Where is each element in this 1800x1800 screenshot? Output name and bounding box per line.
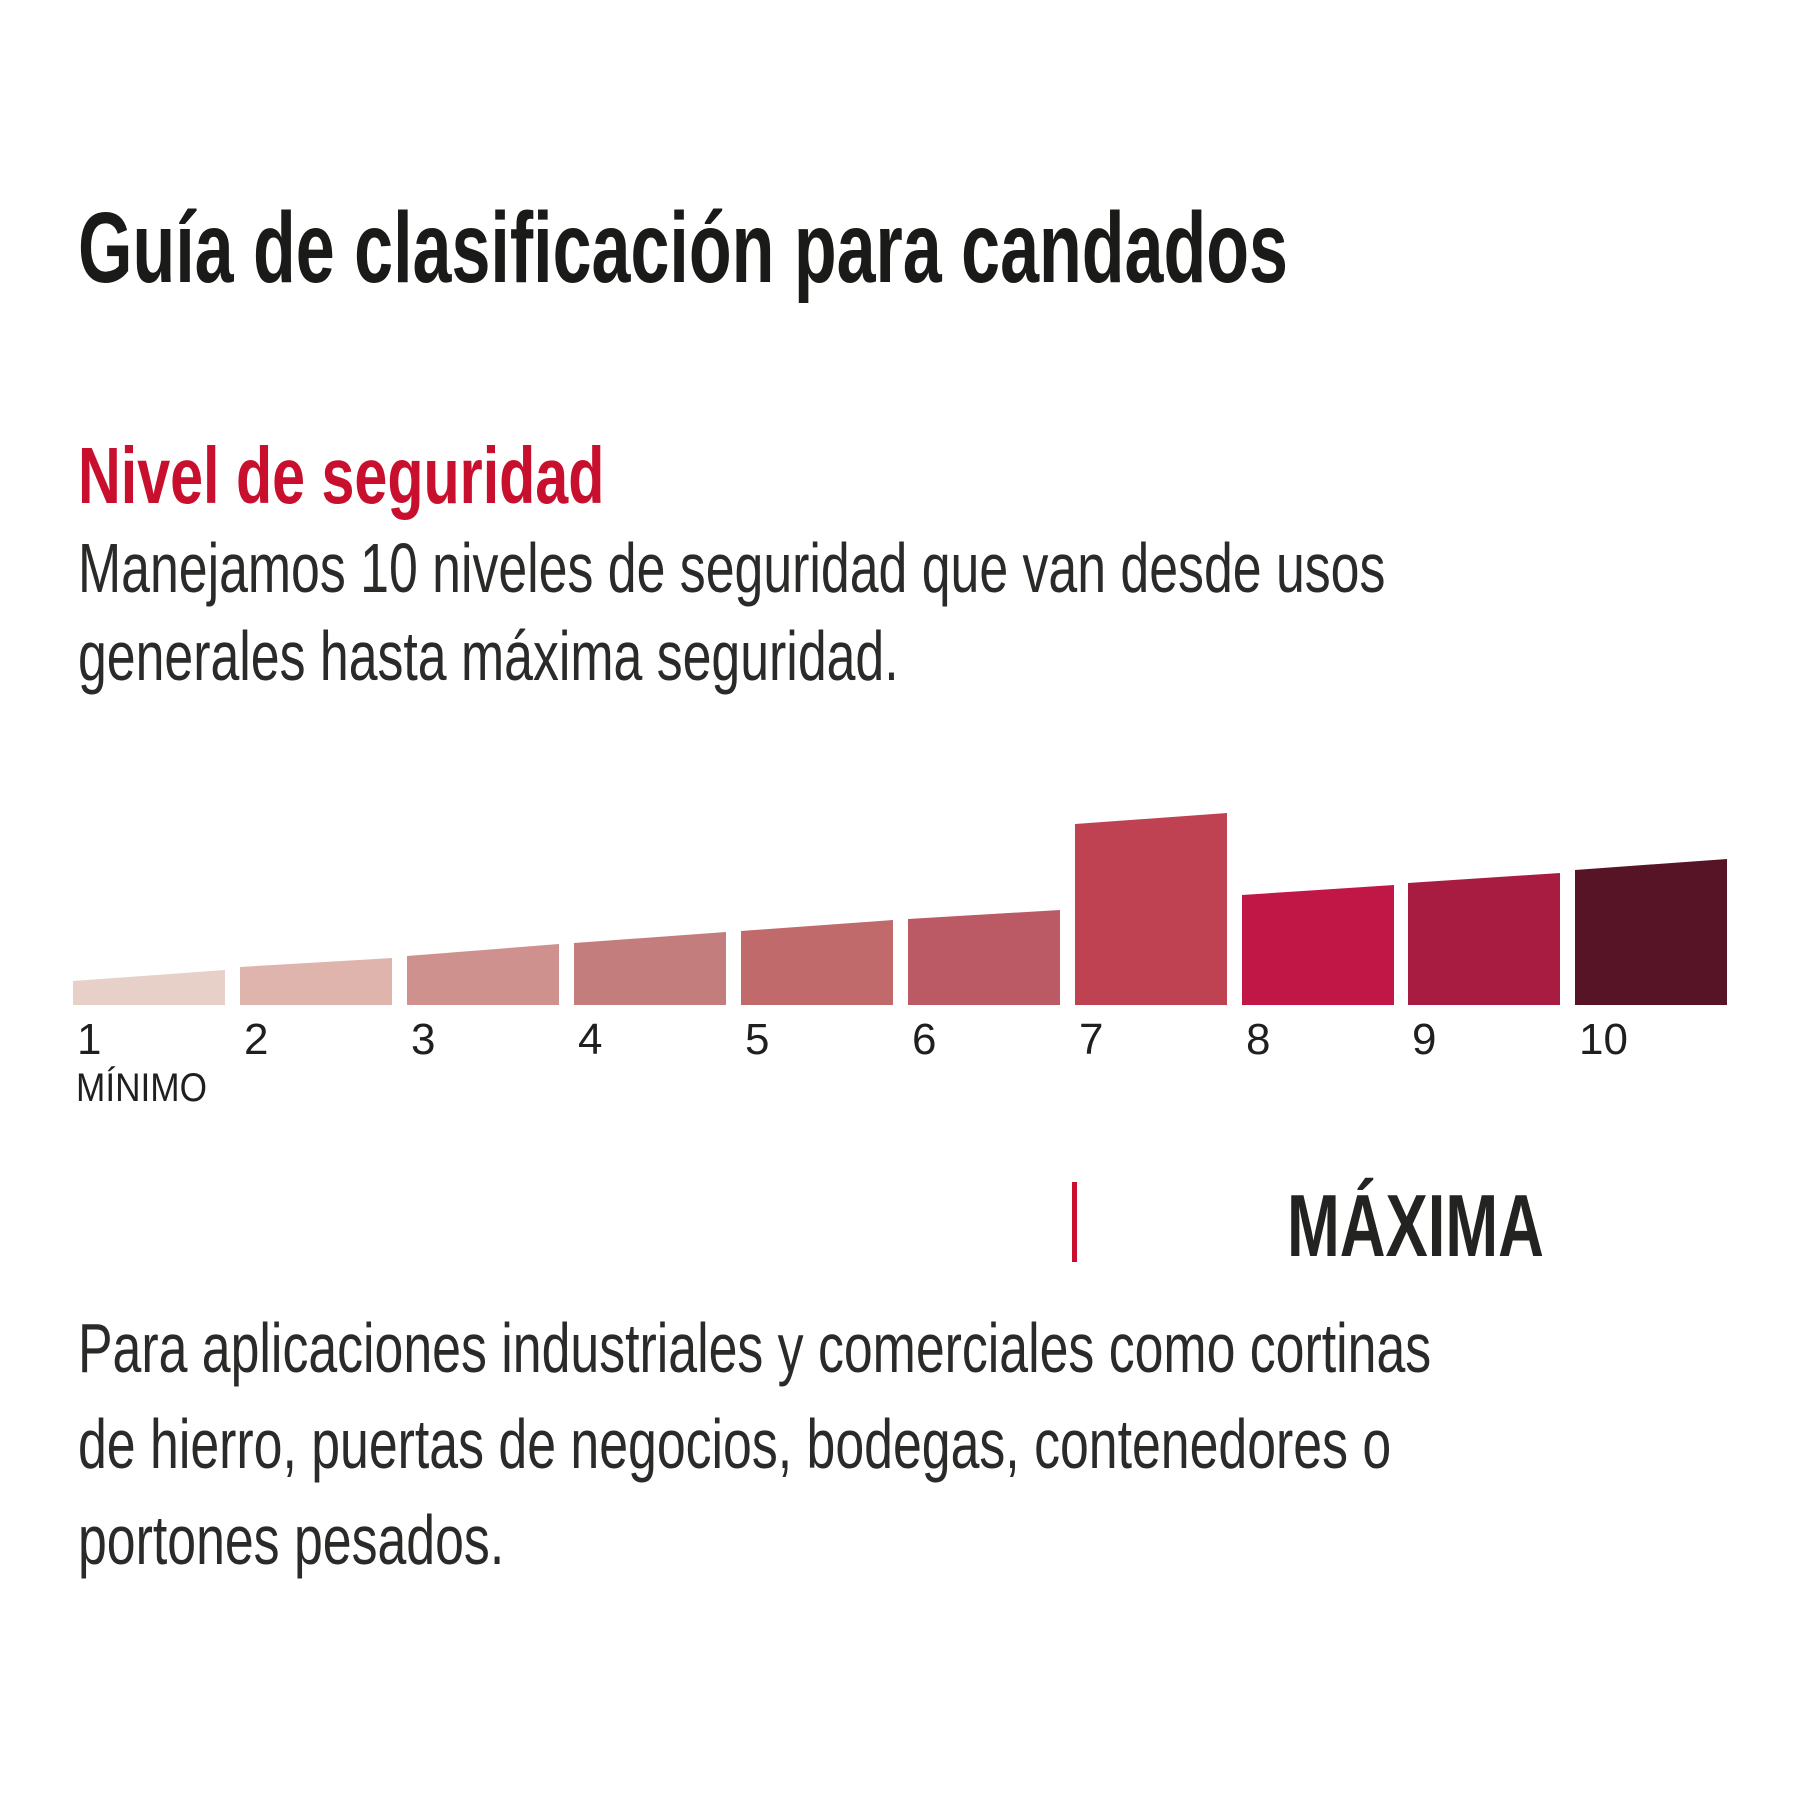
- bar-label-8: 8: [1246, 1015, 1270, 1064]
- description-line-2: de hierro, puertas de negocios, bodegas,…: [78, 1405, 1392, 1483]
- bar-level-6: [908, 910, 1060, 1005]
- bar-level-9: [1408, 873, 1560, 1005]
- bar-level-1: [73, 970, 225, 1005]
- bar-label-1: 1: [77, 1015, 101, 1064]
- section-heading: Nivel de seguridad: [78, 431, 605, 520]
- bar-label-5: 5: [745, 1015, 769, 1064]
- bar-level-3: [407, 944, 559, 1005]
- bar-level-5: [741, 920, 893, 1005]
- description-line-1: Para aplicaciones industriales y comerci…: [78, 1309, 1432, 1387]
- intro-line-1: Manejamos 10 niveles de seguridad que va…: [78, 529, 1386, 607]
- bar-label-6: 6: [912, 1015, 936, 1064]
- bar-label-4: 4: [578, 1015, 602, 1064]
- bar-level-7: [1075, 813, 1227, 1005]
- intro-text: Manejamos 10 niveles de seguridad que va…: [78, 524, 1385, 700]
- description-line-3: portones pesados.: [78, 1501, 505, 1579]
- bar-label-10: 10: [1579, 1015, 1628, 1064]
- max-label: MÁXIMA: [1287, 1176, 1544, 1275]
- bar-label-2: 2: [244, 1015, 268, 1064]
- bar-level-10: [1575, 859, 1727, 1005]
- bar-level-2: [240, 958, 392, 1005]
- intro-line-2: generales hasta máxima seguridad.: [78, 617, 899, 695]
- level-indicator-line: [1072, 1182, 1077, 1262]
- min-label: MÍNIMO: [76, 1066, 208, 1110]
- bar-level-8: [1242, 885, 1394, 1005]
- bar-label-3: 3: [411, 1015, 435, 1064]
- bar-label-9: 9: [1412, 1015, 1436, 1064]
- page-title: Guía de clasificación para candados: [78, 192, 1288, 304]
- description-text: Para aplicaciones industriales y comerci…: [78, 1300, 1431, 1588]
- bar-label-7: 7: [1079, 1015, 1103, 1064]
- bar-level-4: [574, 932, 726, 1005]
